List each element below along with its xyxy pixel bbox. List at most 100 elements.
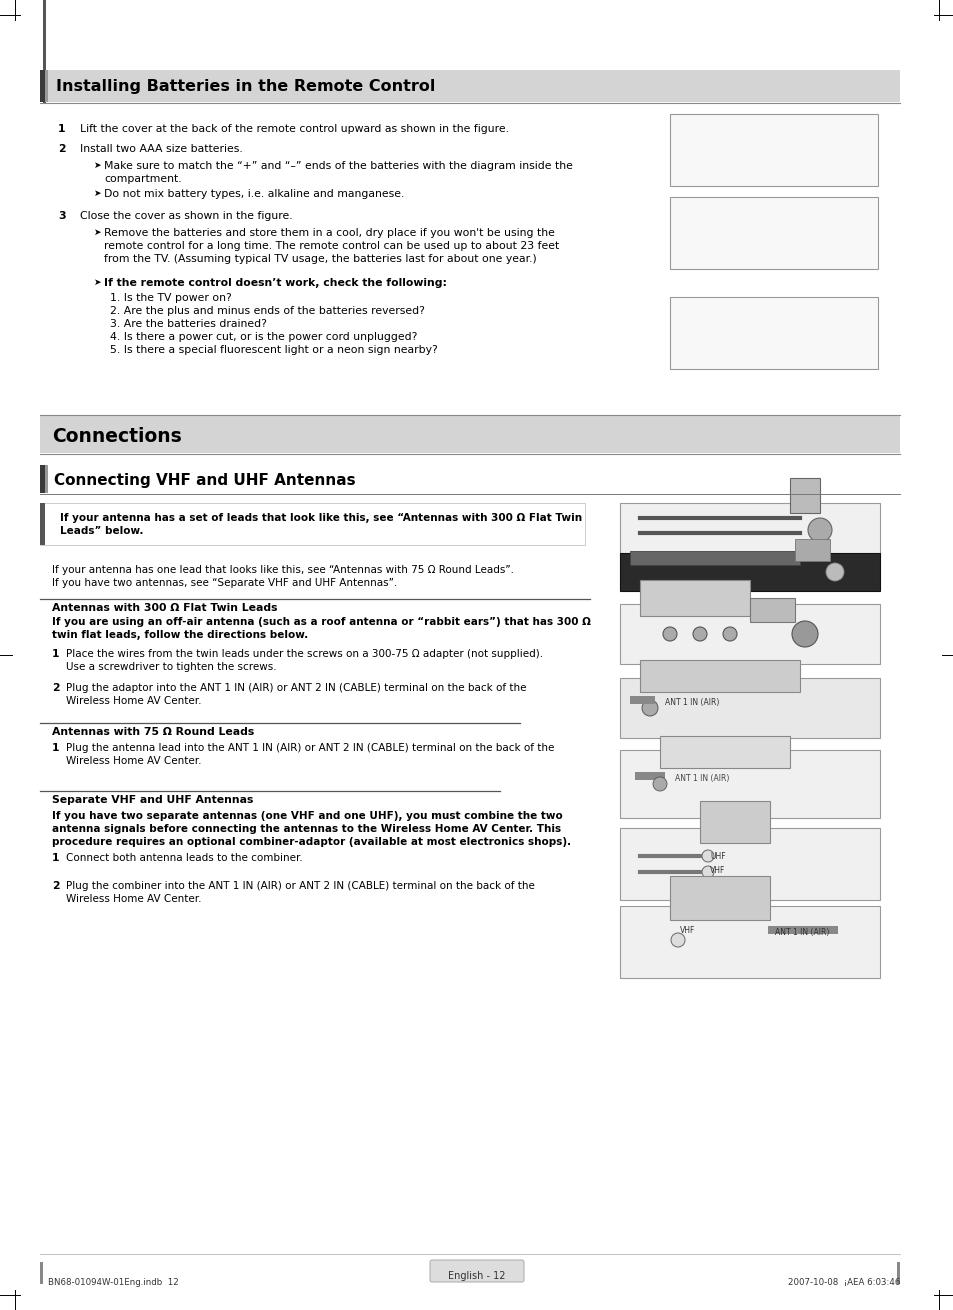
Bar (700, 800, 769, 844)
Circle shape (701, 850, 713, 862)
Text: Use a screwdriver to tighten the screws.: Use a screwdriver to tighten the screws. (66, 662, 276, 672)
Text: If the remote control doesn’t work, check the following:: If the remote control doesn’t work, chec… (104, 278, 447, 288)
Text: If your antenna has a set of leads that look like this, see “Antennas with 300 Ω: If your antenna has a set of leads that … (60, 514, 581, 523)
Bar (40, 1262, 43, 1284)
Bar (619, 553, 879, 591)
Text: If your antenna has one lead that looks like this, see “Antennas with 75 Ω Round: If your antenna has one lead that looks … (52, 565, 514, 575)
Bar (789, 478, 820, 514)
Text: 2: 2 (52, 882, 59, 891)
Bar (40, 503, 584, 545)
Text: Plug the antenna lead into the ANT 1 IN (AIR) or ANT 2 IN (CABLE) terminal on th: Plug the antenna lead into the ANT 1 IN … (66, 743, 554, 753)
Text: 1: 1 (52, 853, 59, 863)
Text: Do not mix battery types, i.e. alkaline and manganese.: Do not mix battery types, i.e. alkaline … (104, 189, 404, 199)
Text: Connect both antenna leads to the combiner.: Connect both antenna leads to the combin… (66, 853, 302, 863)
Bar (629, 552, 800, 565)
Bar (767, 926, 837, 934)
Bar (43, 0, 46, 103)
Text: remote control for a long time. The remote control can be used up to about 23 fe: remote control for a long time. The remo… (104, 241, 558, 252)
Text: Place the wires from the twin leads under the screws on a 300-75 Ω adapter (not : Place the wires from the twin leads unde… (66, 648, 542, 659)
Text: VHF: VHF (679, 926, 695, 935)
Text: English - 12: English - 12 (448, 1271, 505, 1281)
Bar (45, 465, 48, 493)
Text: Antennas with 75 Ω Round Leads: Antennas with 75 Ω Round Leads (52, 727, 254, 738)
Bar (40, 503, 45, 545)
Text: ➤: ➤ (94, 189, 101, 198)
Text: 1: 1 (52, 648, 59, 659)
Bar (669, 196, 877, 269)
Text: twin flat leads, follow the directions below.: twin flat leads, follow the directions b… (52, 630, 308, 641)
Circle shape (791, 621, 817, 647)
Bar (45, 69, 48, 102)
Circle shape (692, 627, 706, 641)
Text: If you are using an off-air antenna (such as a roof antenna or “rabbit ears”) th: If you are using an off-air antenna (suc… (52, 617, 590, 627)
Bar (619, 679, 879, 738)
Text: Separate VHF and UHF Antennas: Separate VHF and UHF Antennas (52, 795, 253, 806)
Text: Lift the cover at the back of the remote control upward as shown in the figure.: Lift the cover at the back of the remote… (80, 124, 509, 134)
Text: 3: 3 (58, 211, 66, 221)
Text: 2007-10-08  ¡AEA 6:03:46: 2007-10-08 ¡AEA 6:03:46 (787, 1279, 899, 1286)
Bar (629, 696, 655, 703)
Text: ➤: ➤ (94, 228, 101, 237)
Bar (40, 69, 899, 102)
Bar (635, 772, 664, 779)
Text: BN68-01094W-01Eng.indb  12: BN68-01094W-01Eng.indb 12 (48, 1279, 178, 1286)
Text: ➤: ➤ (94, 161, 101, 170)
Text: Wireless Home AV Center.: Wireless Home AV Center. (66, 756, 201, 766)
Text: 4. Is there a power cut, or is the power cord unplugged?: 4. Is there a power cut, or is the power… (110, 331, 417, 342)
Text: ➤: ➤ (94, 278, 101, 287)
Bar (40, 415, 899, 453)
Text: Wireless Home AV Center.: Wireless Home AV Center. (66, 893, 201, 904)
Circle shape (701, 866, 713, 878)
Bar (669, 114, 877, 186)
Text: If you have two antennas, see “Separate VHF and UHF Antennas”.: If you have two antennas, see “Separate … (52, 578, 396, 588)
Text: Antennas with 300 Ω Flat Twin Leads: Antennas with 300 Ω Flat Twin Leads (52, 603, 277, 613)
Circle shape (652, 777, 666, 791)
Bar (639, 580, 749, 616)
Text: Connections: Connections (52, 427, 182, 445)
Bar (619, 604, 879, 664)
Circle shape (641, 700, 658, 717)
Text: 2: 2 (52, 683, 59, 693)
Text: 1: 1 (58, 124, 66, 134)
Bar (619, 503, 879, 558)
Circle shape (807, 517, 831, 542)
Bar (639, 660, 800, 692)
Text: Plug the combiner into the ANT 1 IN (AIR) or ANT 2 IN (CABLE) terminal on the ba: Plug the combiner into the ANT 1 IN (AIR… (66, 882, 535, 891)
Text: 2: 2 (58, 144, 66, 155)
Text: Wireless Home AV Center.: Wireless Home AV Center. (66, 696, 201, 706)
Bar (619, 828, 879, 900)
Text: from the TV. (Assuming typical TV usage, the batteries last for about one year.): from the TV. (Assuming typical TV usage,… (104, 254, 537, 265)
Bar (669, 876, 769, 920)
Circle shape (825, 563, 843, 582)
Text: VHF: VHF (709, 866, 724, 875)
Bar (619, 907, 879, 979)
Bar (794, 538, 829, 561)
Text: Install two AAA size batteries.: Install two AAA size batteries. (80, 144, 242, 155)
Text: ANT 1 IN (AIR): ANT 1 IN (AIR) (675, 774, 729, 783)
Text: antenna signals before connecting the antennas to the Wireless Home AV Center. T: antenna signals before connecting the an… (52, 824, 560, 834)
Bar (40, 69, 45, 102)
Text: ANT 1 IN (AIR): ANT 1 IN (AIR) (664, 698, 719, 707)
Text: 3. Are the batteries drained?: 3. Are the batteries drained? (110, 320, 267, 329)
Text: 1. Is the TV power on?: 1. Is the TV power on? (110, 293, 232, 303)
Text: Remove the batteries and store them in a cool, dry place if you won't be using t: Remove the batteries and store them in a… (104, 228, 555, 238)
Circle shape (670, 933, 684, 947)
Text: compartment.: compartment. (104, 174, 181, 183)
Bar (40, 465, 45, 493)
Text: If you have two separate antennas (one VHF and one UHF), you must combine the tw: If you have two separate antennas (one V… (52, 811, 562, 821)
Text: 2. Are the plus and minus ends of the batteries reversed?: 2. Are the plus and minus ends of the ba… (110, 307, 424, 316)
Text: procedure requires an optional combiner-adaptor (available at most electronics s: procedure requires an optional combiner-… (52, 837, 571, 848)
Text: Make sure to match the “+” and “–” ends of the batteries with the diagram inside: Make sure to match the “+” and “–” ends … (104, 161, 572, 172)
Text: 5. Is there a special fluorescent light or a neon sign nearby?: 5. Is there a special fluorescent light … (110, 345, 437, 355)
Text: Connecting VHF and UHF Antennas: Connecting VHF and UHF Antennas (54, 473, 355, 489)
Text: Close the cover as shown in the figure.: Close the cover as shown in the figure. (80, 211, 293, 221)
FancyBboxPatch shape (430, 1260, 523, 1282)
Circle shape (662, 627, 677, 641)
Text: 1: 1 (52, 743, 59, 753)
Circle shape (722, 627, 737, 641)
Bar (749, 597, 794, 622)
Text: Plug the adaptor into the ANT 1 IN (AIR) or ANT 2 IN (CABLE) terminal on the bac: Plug the adaptor into the ANT 1 IN (AIR)… (66, 683, 526, 693)
Text: Installing Batteries in the Remote Control: Installing Batteries in the Remote Contr… (56, 80, 435, 94)
Text: UHF: UHF (709, 852, 725, 861)
Bar (619, 751, 879, 817)
